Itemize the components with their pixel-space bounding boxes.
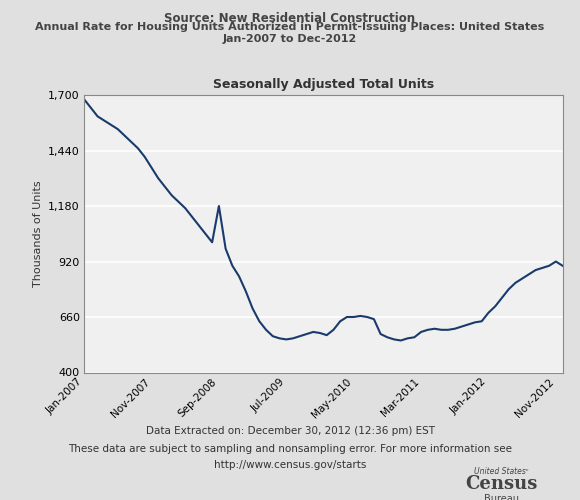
Text: http://www.census.gov/starts: http://www.census.gov/starts xyxy=(214,460,366,470)
Text: Census: Census xyxy=(466,475,538,493)
Text: Jan-2007 to Dec-2012: Jan-2007 to Dec-2012 xyxy=(223,34,357,43)
Text: Annual Rate for Housing Units Authorized in Permit-Issuing Places: United States: Annual Rate for Housing Units Authorized… xyxy=(35,22,545,32)
Text: Source: New Residential Construction: Source: New Residential Construction xyxy=(165,12,415,26)
Title: Seasonally Adjusted Total Units: Seasonally Adjusted Total Units xyxy=(213,78,434,91)
Y-axis label: Thousands of Units: Thousands of Units xyxy=(32,180,42,287)
Text: These data are subject to sampling and nonsampling error. For more information s: These data are subject to sampling and n… xyxy=(68,444,512,454)
Text: Bureau: Bureau xyxy=(484,494,519,500)
Text: Data Extracted on: December 30, 2012 (12:36 pm) EST: Data Extracted on: December 30, 2012 (12… xyxy=(146,426,434,436)
Text: United Statesᶜ: United Statesᶜ xyxy=(474,468,529,476)
